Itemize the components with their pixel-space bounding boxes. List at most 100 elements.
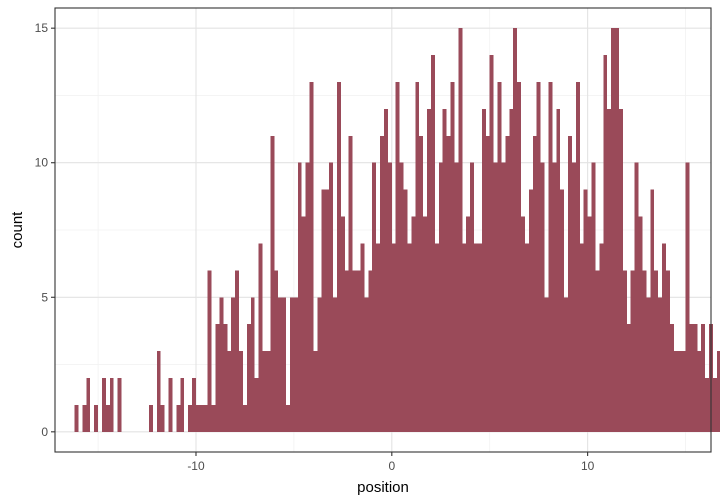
histogram-bar: [340, 216, 345, 432]
histogram-bar: [86, 378, 91, 432]
histogram-bar: [407, 243, 412, 432]
histogram-bar: [509, 108, 514, 432]
histogram-bar: [466, 216, 471, 432]
histogram-bar: [611, 28, 616, 432]
histogram-bar: [270, 135, 275, 432]
histogram-bar: [101, 378, 106, 432]
histogram-bar: [595, 270, 600, 432]
histogram-bar: [360, 243, 365, 432]
histogram-bar: [380, 135, 384, 432]
histogram-bar: [297, 162, 302, 432]
histogram-bar: [305, 162, 310, 432]
histogram-bar: [493, 162, 498, 432]
histogram-bar: [477, 243, 482, 432]
histogram-bar: [634, 162, 639, 432]
histogram-bar: [423, 216, 428, 432]
histogram-bar: [427, 108, 431, 432]
y-tick-label: 5: [41, 290, 48, 304]
histogram-bar: [364, 297, 369, 432]
histogram-bar: [615, 28, 619, 432]
histogram-bar: [344, 270, 349, 432]
histogram-bar: [544, 297, 549, 432]
histogram-bar: [658, 297, 663, 432]
histogram-bar: [192, 378, 196, 432]
histogram-bar: [430, 55, 435, 432]
histogram-bar: [250, 297, 255, 432]
histogram-bar: [474, 243, 478, 432]
histogram-bar: [650, 189, 655, 432]
histogram-bar: [411, 216, 416, 432]
histogram-bar: [517, 82, 522, 432]
histogram-bar: [376, 243, 381, 432]
histogram-bar: [160, 404, 165, 432]
histogram-bar: [677, 351, 682, 432]
y-axis-title: count: [9, 211, 26, 249]
histogram-bar: [415, 82, 420, 432]
histogram-bar: [223, 324, 228, 432]
histogram-bar: [211, 404, 216, 432]
histogram-bar: [293, 297, 298, 432]
histogram-bar: [638, 216, 643, 432]
histogram-bar: [654, 270, 659, 432]
histogram-bar: [321, 189, 326, 432]
histogram-bar: [333, 297, 337, 432]
histogram-bar: [552, 162, 557, 432]
histogram-bar: [278, 297, 283, 432]
histogram-bar: [313, 351, 318, 432]
histogram-bar: [693, 324, 698, 432]
histogram-bar: [556, 108, 561, 432]
histogram-bar: [540, 162, 545, 432]
histogram-bar: [607, 108, 612, 432]
histogram-bar: [501, 162, 506, 432]
histogram-bar: [438, 162, 443, 432]
histogram-bar: [571, 162, 576, 432]
histogram-bar: [231, 297, 236, 432]
histogram-bar: [348, 135, 353, 432]
histogram-bar: [685, 162, 690, 432]
histogram-bar: [591, 162, 596, 432]
histogram-bar: [419, 135, 424, 432]
panel-border: [54, 7, 712, 453]
histogram-bar: [489, 55, 494, 432]
histogram-bar: [458, 28, 463, 432]
histogram-bar: [387, 162, 392, 432]
y-tick-label: 0: [41, 425, 48, 439]
histogram-bar: [274, 270, 279, 432]
histogram-bar: [227, 351, 232, 432]
histogram-bar: [622, 270, 627, 432]
histogram-bar: [329, 162, 334, 432]
histogram-bar: [254, 378, 259, 432]
histogram-bar: [485, 135, 490, 432]
histogram-bar: [560, 189, 565, 432]
x-tick-label: -10: [187, 459, 205, 473]
histogram-bar: [391, 243, 396, 432]
histogram-bar: [579, 243, 584, 432]
histogram-bar: [669, 324, 674, 432]
axes: -10 0 10 0 5 10 15: [35, 21, 595, 473]
histogram-bar: [536, 82, 541, 432]
histogram-bar: [219, 297, 224, 432]
histogram-bar: [282, 297, 287, 432]
histogram-bar: [239, 351, 243, 432]
histogram-bar: [665, 270, 670, 432]
histogram-bar: [532, 135, 537, 432]
histogram-bar: [564, 297, 569, 432]
histogram-bar: [195, 404, 200, 432]
histogram-bar: [395, 82, 400, 432]
histogram-bar: [258, 243, 263, 432]
histogram-bar: [215, 324, 220, 432]
histogram-bar: [286, 404, 290, 432]
histogram-bar: [352, 270, 357, 432]
histogram-bar: [403, 189, 408, 432]
histogram-bar: [505, 135, 510, 432]
histogram-bar: [513, 28, 518, 432]
histogram-bar: [235, 270, 240, 432]
histogram-bar: [242, 404, 247, 432]
histogram-bar: [317, 297, 322, 432]
histogram-bar: [524, 243, 529, 432]
histogram-bar: [94, 404, 99, 432]
histogram-bar: [399, 162, 404, 432]
histogram-bar: [712, 378, 717, 432]
y-tick-label: 10: [35, 156, 49, 170]
